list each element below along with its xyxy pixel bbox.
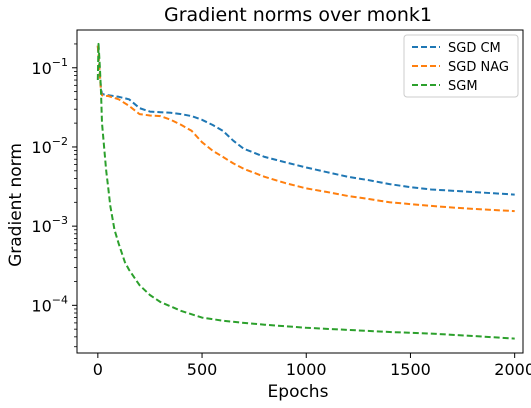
y-tick-label: 10−4 xyxy=(31,293,68,315)
y-axis: 10−110−210−310−4 xyxy=(31,43,77,348)
legend-box xyxy=(403,34,519,98)
y-axis-label: Gradient norm xyxy=(6,143,26,267)
plot-frame xyxy=(76,29,524,354)
chart-title: Gradient norms over monk1 xyxy=(164,4,432,26)
y-tick-exponent: −4 xyxy=(52,293,68,306)
x-axis-label: Epochs xyxy=(268,382,329,402)
y-tick-base: 10 xyxy=(31,138,51,157)
y-tick-label: 10−1 xyxy=(31,56,68,78)
x-axis: 0 500 1000 1500 2000 xyxy=(93,353,531,379)
legend-label-sgd-cm: SGD CM xyxy=(448,41,501,56)
y-tick-base: 10 xyxy=(31,217,51,236)
y-tick-label: 10−3 xyxy=(31,214,68,236)
legend-label-sgd-nag: SGD NAG xyxy=(448,60,509,75)
y-tick-base: 10 xyxy=(31,59,51,78)
x-tick-label: 1000 xyxy=(286,360,327,379)
legend-label-sgm: SGM xyxy=(448,79,478,94)
plot-area xyxy=(96,42,515,340)
y-tick-label: 10−2 xyxy=(31,135,68,157)
x-tick-label: 0 xyxy=(93,360,103,379)
y-tick-exponent: −3 xyxy=(52,214,68,227)
y-tick-exponent: −1 xyxy=(52,56,68,69)
x-tick-label: 500 xyxy=(187,360,218,379)
series-line-sgd-cm xyxy=(96,45,515,196)
series-line-sgm xyxy=(96,42,515,340)
legend: SGD CM SGD NAG SGM xyxy=(403,34,519,98)
x-tick-label: 1500 xyxy=(390,360,431,379)
y-tick-exponent: −2 xyxy=(52,135,68,148)
y-tick-base: 10 xyxy=(31,296,51,315)
x-tick-label: 2000 xyxy=(494,360,531,379)
